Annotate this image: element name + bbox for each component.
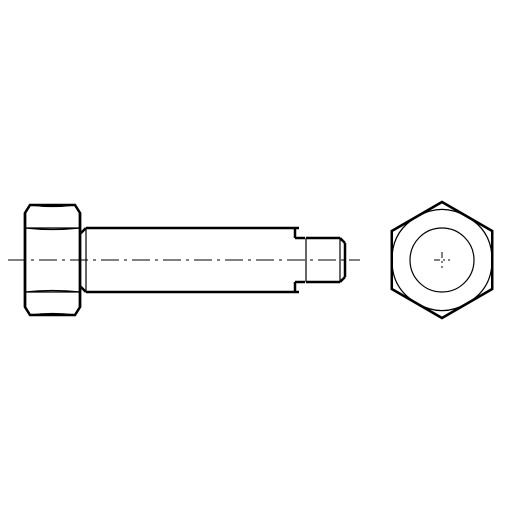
shank-circle [410, 228, 474, 292]
hex-end-view [392, 202, 492, 318]
bolt-technical-drawing [0, 0, 520, 520]
